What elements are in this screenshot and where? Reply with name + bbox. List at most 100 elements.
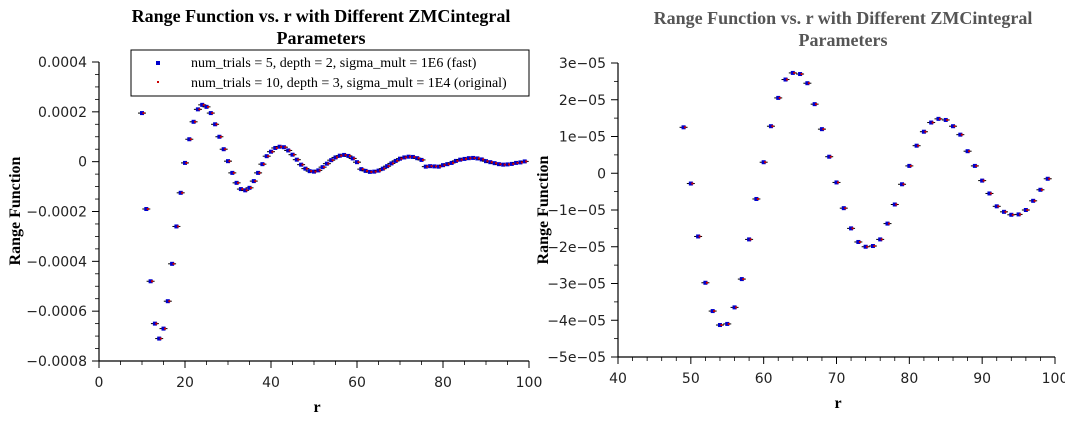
data-point-original [800, 73, 803, 76]
legend-label-original: num_trials = 10, depth = 3, sigma_mult =… [191, 76, 507, 91]
data-point-fast [488, 160, 493, 165]
data-point-original [968, 150, 971, 153]
chart-right: Range Function vs. r with Different ZMCi… [535, 8, 1065, 412]
data-point-fast [204, 104, 209, 109]
data-point-original [858, 240, 861, 243]
data-point-original [439, 165, 442, 168]
data-point-original [198, 108, 201, 111]
data-point-fast [445, 162, 450, 167]
data-point-original [151, 280, 154, 283]
data-point-original [749, 238, 752, 241]
data-point-fast [423, 164, 428, 169]
data-point-fast [316, 168, 321, 173]
data-point-original [361, 168, 364, 171]
data-point-original [456, 159, 459, 162]
data-point-fast [428, 164, 433, 169]
data-point-original [873, 245, 876, 248]
data-point-fast [471, 155, 476, 160]
data-point-original [982, 179, 985, 182]
x-tick-label: 0 [95, 375, 104, 391]
data-point-fast [479, 157, 484, 162]
data-point-original [374, 170, 377, 173]
data-point-fast [187, 137, 192, 142]
data-point-fast [518, 160, 523, 165]
data-point-original [176, 225, 179, 228]
data-point-fast [681, 125, 686, 130]
data-point-original [953, 125, 956, 128]
data-point-original [297, 158, 300, 161]
data-point-fast [732, 305, 737, 310]
data-point-original [756, 197, 759, 200]
data-point-original [465, 157, 467, 160]
data-point-original [684, 126, 687, 129]
data-point-fast [921, 129, 926, 134]
data-point-fast [841, 206, 846, 211]
data-point-fast [157, 336, 162, 341]
data-point-fast [522, 159, 527, 164]
data-point-original [258, 171, 261, 174]
data-point-original [404, 156, 407, 159]
data-point-fast [307, 169, 312, 174]
data-point-original [525, 160, 528, 163]
data-point-fast [514, 160, 519, 165]
data-point-original [909, 164, 912, 167]
chart-left-x-axis-label: r [313, 399, 320, 416]
data-point-fast [951, 124, 956, 129]
chart-left-title-line-2: Parameters [277, 28, 366, 48]
data-point-fast [200, 102, 205, 107]
data-point-fast [492, 161, 497, 166]
data-point-fast [165, 299, 170, 304]
data-point-original [924, 130, 927, 133]
data-point-original [473, 156, 476, 159]
x-tick-label: 60 [348, 375, 366, 391]
data-point-original [422, 158, 424, 161]
y-tick-label: −4e−05 [547, 313, 606, 329]
data-point-original [310, 170, 313, 173]
y-tick-label: 0.0002 [38, 105, 87, 121]
data-point-fast [247, 185, 252, 190]
data-point-fast [380, 166, 385, 171]
data-point-fast [776, 95, 781, 100]
data-point-original [323, 166, 326, 169]
data-point-fast [458, 157, 463, 162]
data-point-original [314, 170, 317, 173]
data-point-original [1026, 209, 1029, 211]
data-point-fast [436, 164, 441, 169]
y-tick-label: −2e−05 [547, 240, 606, 256]
data-point-original [495, 162, 498, 165]
data-point-fast [406, 154, 411, 159]
legend-box [130, 49, 530, 97]
legend-marker-fast [156, 61, 160, 65]
data-point-fast [312, 169, 316, 174]
data-point-fast [441, 163, 445, 168]
data-point-original [713, 310, 716, 313]
data-point-original [895, 203, 898, 206]
data-point-fast [827, 154, 832, 159]
data-point-fast [410, 154, 415, 159]
data-point-fast [170, 261, 175, 266]
data-point-fast [299, 162, 304, 167]
chart-left-axes [92, 61, 530, 368]
data-point-fast [140, 111, 144, 116]
data-point-original [301, 163, 304, 166]
data-point-original [336, 156, 338, 159]
data-point-original [807, 82, 810, 85]
data-point-fast [453, 158, 458, 163]
data-point-original [938, 117, 941, 120]
data-point-fast [234, 180, 239, 185]
legend-label-fast: num_trials = 5, depth = 2, sigma_mult = … [191, 56, 477, 71]
data-point-original [469, 157, 472, 160]
chart-left-title-line-1: Range Function vs. r with Different ZMCi… [132, 6, 511, 26]
data-point-fast [703, 280, 708, 285]
data-point-original [370, 170, 373, 173]
data-point-fast [496, 162, 501, 167]
data-point-fast [710, 309, 715, 314]
data-point-original [508, 163, 510, 166]
chart-left-y-axis-label: Range Function [7, 156, 24, 265]
data-point-fast [856, 239, 861, 244]
data-point-original [778, 96, 781, 99]
data-point-fast [863, 244, 868, 249]
x-tick-label: 100 [1042, 371, 1065, 387]
data-point-original [207, 105, 209, 108]
